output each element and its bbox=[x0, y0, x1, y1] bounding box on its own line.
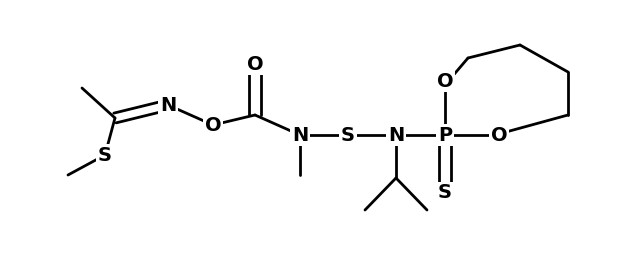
Text: O: O bbox=[205, 116, 221, 134]
Text: O: O bbox=[436, 71, 453, 90]
Text: N: N bbox=[160, 95, 176, 115]
Text: P: P bbox=[438, 125, 452, 144]
Text: N: N bbox=[388, 125, 404, 144]
Text: O: O bbox=[491, 125, 508, 144]
Text: O: O bbox=[246, 55, 263, 74]
Text: N: N bbox=[292, 125, 308, 144]
Text: S: S bbox=[341, 125, 355, 144]
Text: S: S bbox=[98, 146, 112, 165]
Text: S: S bbox=[438, 183, 452, 202]
